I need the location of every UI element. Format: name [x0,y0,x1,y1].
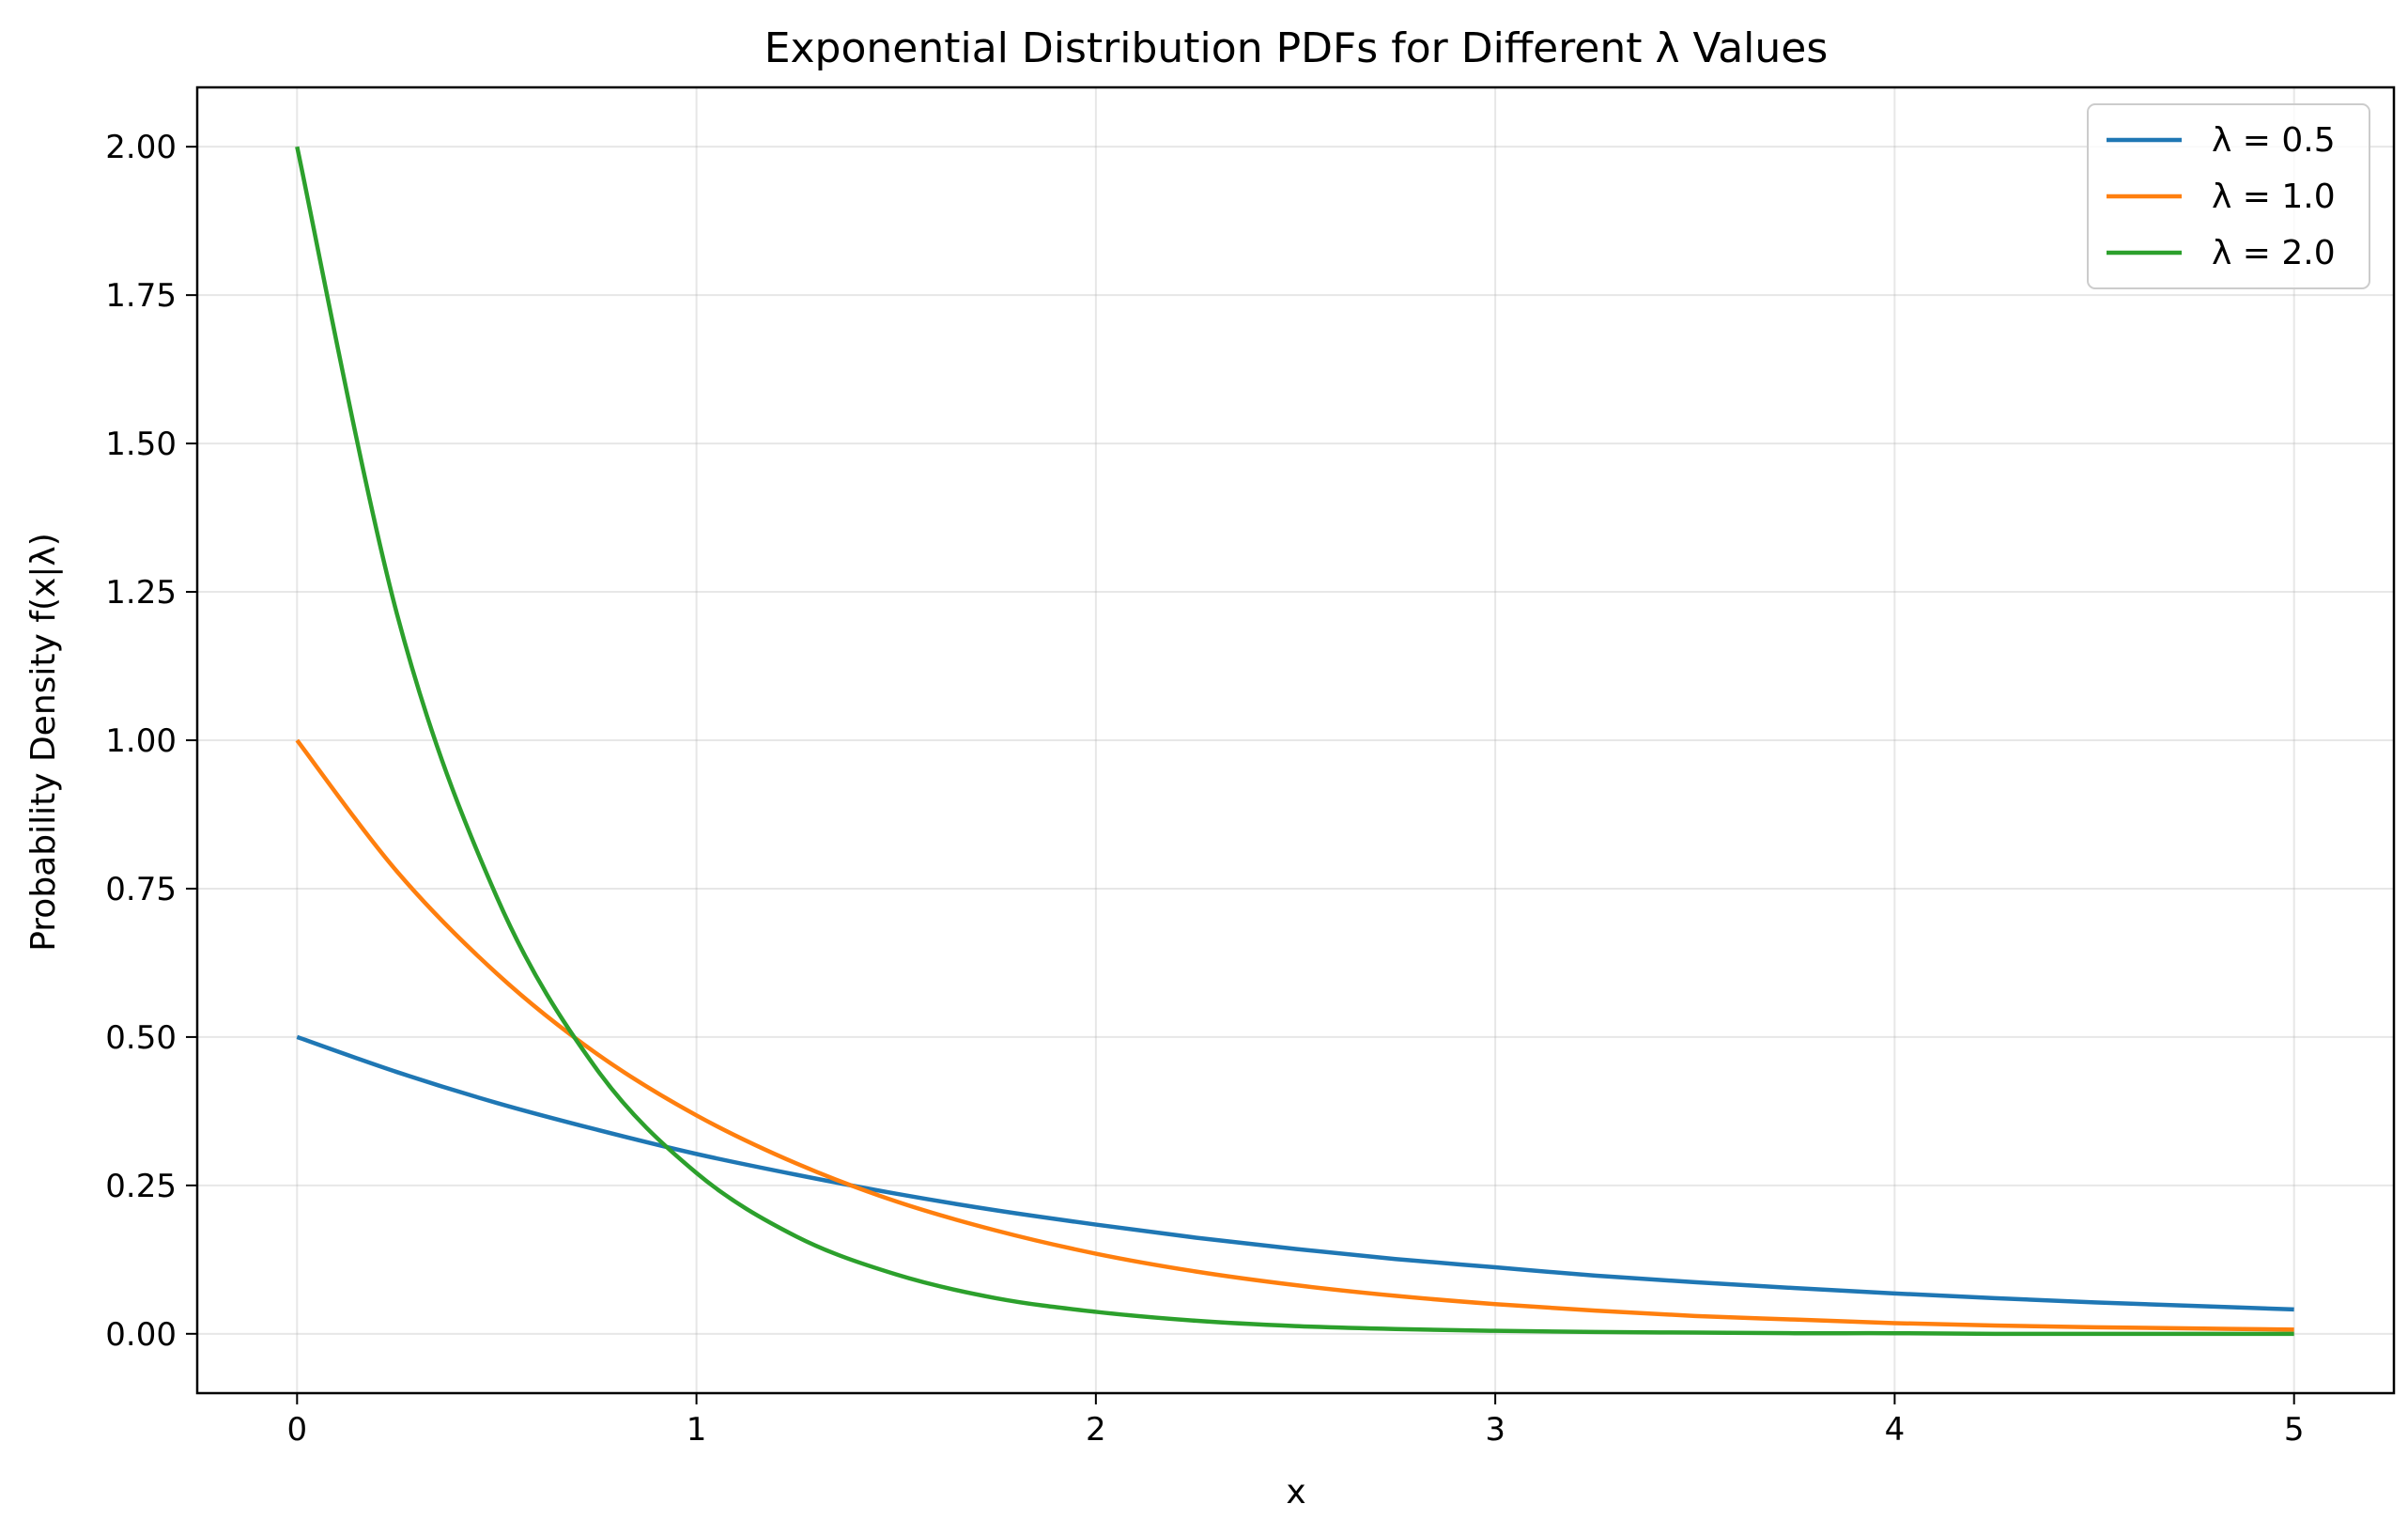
legend-label-2: λ = 1.0 [2212,178,2336,216]
series-line-3 [295,146,2294,1337]
series-line-1 [296,1034,2294,1312]
y-tick-label: 0.50 [105,1019,177,1057]
series-group [295,146,2294,1337]
y-tick-label: 1.75 [105,277,177,315]
y-tick-label: 0.75 [105,871,177,908]
legend-label-1: λ = 0.5 [2212,121,2336,160]
y-tick-label: 1.50 [105,426,177,463]
y-tick-label: 0.25 [105,1168,177,1205]
x-tick-label: 5 [2284,1411,2305,1449]
x-tick-label: 4 [1885,1411,1906,1449]
chart-title: Exponential Distribution PDFs for Differ… [764,24,1829,72]
x-tick-label: 1 [687,1411,707,1449]
x-axis-label: x [1286,1473,1305,1512]
axis-ticks: 0 1 2 3 4 5 0.00 0.25 0.50 0.75 1.00 1.25 1.50 1.75 2.… [105,129,2304,1449]
x-tick-label: 0 [286,1411,307,1449]
x-tick-label: 2 [1086,1411,1106,1449]
legend: λ = 0.5 λ = 1.0 λ = 2.0 [2087,103,2370,289]
y-axis-label: Probability Density f(x|λ) [24,533,63,952]
legend-label-3: λ = 2.0 [2212,234,2336,272]
y-tick-label: 0.00 [105,1316,177,1354]
x-tick-label: 3 [1485,1411,1505,1449]
y-tick-label: 1.00 [105,722,177,760]
grid [197,87,2394,1393]
legend-box [2087,103,2370,289]
y-tick-label: 1.25 [105,574,177,612]
series-line-2 [295,738,2294,1332]
y-tick-label: 2.00 [105,129,177,166]
